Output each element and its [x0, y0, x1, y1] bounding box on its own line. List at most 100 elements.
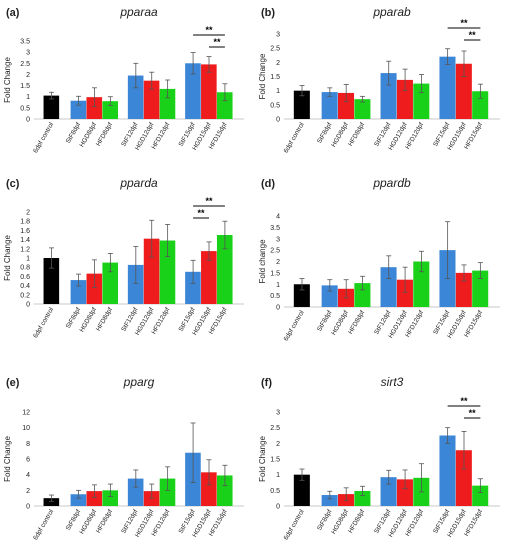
bar-6dpf control — [43, 258, 60, 304]
chart-title: ppardb — [372, 176, 411, 190]
y-tick-label: 0.4 — [20, 283, 30, 290]
bar-StF15dpf — [439, 435, 456, 506]
y-tick-label: 1.8 — [20, 219, 30, 226]
y-tick-label: 1 — [276, 282, 280, 289]
significance-label: ** — [205, 196, 213, 206]
chart-panel-sirt3: (f) sirt3 Fold Change 0 0.5 1 1.5 2 2.5 3 6dpf con… — [258, 375, 500, 541]
y-tick-label: 1.2 — [20, 246, 30, 253]
bar-StF12dpf — [380, 73, 397, 119]
y-tick-label: 1.5 — [270, 74, 280, 81]
y-tick-label: 2.5 — [270, 248, 280, 255]
y-tick-label: 1 — [26, 94, 30, 101]
y-tick-label: 1 — [26, 256, 30, 263]
y-tick-label: 2 — [26, 488, 30, 495]
y-tick-label: 3 — [276, 410, 280, 417]
y-tick-label: 0 — [26, 302, 30, 309]
y-tick-label: 2 — [276, 60, 280, 67]
bar-StF15dpf — [185, 271, 201, 304]
bar-HFD12dpf — [413, 261, 430, 307]
bar-HFD8dpf — [354, 490, 371, 506]
y-tick-label: 1.5 — [20, 83, 30, 90]
chart-title: pparaa — [119, 5, 158, 19]
bar-HGD12dpf — [396, 79, 413, 119]
panel-label: (c) — [6, 178, 20, 190]
y-tick-label: 0.5 — [270, 488, 280, 495]
chart-panel-ppardb: (d) ppardb Fold change 0 0.5 1 1.5 2 2.5 3 3.5 4 6dp… — [258, 176, 500, 342]
x-tick-label: 6dpf control — [283, 121, 306, 154]
bar-HGD15dpf — [455, 272, 472, 307]
panel-label: (e) — [6, 377, 20, 389]
bar-StF12dpf — [380, 477, 397, 506]
bar-HGD8dpf — [86, 491, 103, 506]
x-tick-label: StF8dpf — [316, 121, 334, 144]
bar-StF15dpf — [185, 63, 201, 119]
bar-HFD15dpf — [216, 235, 233, 304]
bar-StF8dpf — [70, 100, 87, 119]
y-tick-label: 0.5 — [270, 293, 280, 300]
bar-HFD12dpf — [413, 83, 430, 119]
y-tick-label: 1.4 — [20, 237, 30, 244]
y-axis-label: Fold Change — [3, 235, 12, 281]
y-tick-label: 0 — [276, 504, 280, 511]
y-tick-label: 4 — [276, 214, 280, 221]
panel-label: (a) — [6, 7, 20, 19]
chart-title: pparg — [123, 375, 155, 389]
significance-label: ** — [469, 30, 477, 40]
x-tick-label: HFD8dpf — [347, 508, 366, 534]
y-tick-label: 2 — [276, 259, 280, 266]
bar-HGD12dpf — [143, 80, 160, 119]
y-axis-label: Fold Change — [258, 436, 267, 482]
y-tick-label: 0.5 — [20, 105, 30, 112]
y-axis-label: Fold Change — [3, 436, 12, 482]
bar-StF8dpf — [70, 494, 87, 506]
chart-title: pparab — [372, 5, 411, 19]
bar-HFD8dpf — [102, 101, 118, 119]
y-tick-label: 1.5 — [270, 270, 280, 277]
chart-title: pparda — [119, 176, 158, 190]
bar-HGD12dpf — [396, 479, 413, 506]
y-axis-label: Fold Change — [3, 57, 12, 103]
bar-HFD15dpf — [472, 270, 489, 307]
y-tick-label: 3.5 — [20, 39, 30, 46]
bar-HFD15dpf — [472, 485, 489, 506]
bar-StF8dpf — [321, 92, 338, 119]
y-tick-label: 3 — [276, 236, 280, 243]
bar-HGD12dpf — [143, 238, 160, 304]
y-tick-label: 3 — [276, 32, 280, 39]
bar-HGD15dpf — [455, 63, 472, 119]
bar-StF8dpf — [321, 285, 338, 307]
y-tick-label: 2 — [26, 72, 30, 79]
y-tick-label: 12 — [22, 410, 30, 417]
y-tick-label: 0.8 — [20, 265, 30, 272]
panel-label: (b) — [261, 7, 275, 19]
significance-label: ** — [469, 408, 477, 418]
y-tick-label: 2.5 — [20, 61, 30, 68]
significance-label: ** — [460, 396, 468, 406]
bar-StF12dpf — [127, 75, 144, 119]
y-tick-label: 0.2 — [20, 292, 30, 299]
y-tick-label: 6 — [26, 457, 30, 464]
bar-HGD15dpf — [201, 64, 217, 119]
y-tick-label: 0 — [26, 504, 30, 511]
x-tick-label: 6dpf control — [283, 508, 306, 541]
bar-6dpf control — [43, 95, 60, 119]
y-tick-label: 1 — [276, 472, 280, 479]
y-tick-label: 1.5 — [270, 457, 280, 464]
significance-label: ** — [213, 37, 221, 47]
bar-HFD12dpf — [159, 240, 176, 304]
y-tick-label: 3 — [26, 50, 30, 57]
y-tick-label: 10 — [22, 425, 30, 432]
y-tick-label: 2 — [26, 210, 30, 217]
x-tick-label: StF8dpf — [316, 309, 334, 332]
bar-StF12dpf — [380, 267, 397, 307]
significance-label: ** — [205, 25, 213, 35]
bar-HFD8dpf — [102, 490, 118, 506]
bar-HGD8dpf — [86, 97, 103, 119]
bar-StF8dpf — [70, 280, 87, 304]
x-tick-label: 6dpf control — [32, 306, 55, 339]
x-tick-label: 6dpf control — [32, 508, 55, 541]
y-tick-label: 2 — [276, 441, 280, 448]
y-tick-label: 0 — [276, 117, 280, 124]
y-tick-label: 0.5 — [270, 102, 280, 109]
